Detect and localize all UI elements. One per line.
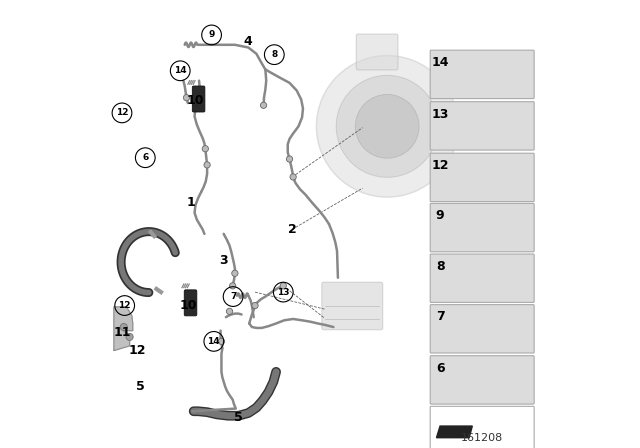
Circle shape: [336, 75, 438, 177]
Text: 12: 12: [116, 108, 128, 117]
Text: 14: 14: [431, 56, 449, 69]
Text: 13: 13: [277, 288, 289, 297]
Text: 5: 5: [234, 411, 243, 424]
Text: 10: 10: [180, 299, 197, 312]
Polygon shape: [436, 426, 472, 438]
Text: 4: 4: [243, 34, 252, 48]
Text: 1: 1: [187, 196, 195, 209]
Circle shape: [260, 102, 267, 108]
Circle shape: [232, 270, 238, 276]
Text: 7: 7: [436, 310, 444, 323]
FancyBboxPatch shape: [192, 86, 205, 112]
Text: 10: 10: [187, 94, 204, 108]
FancyBboxPatch shape: [356, 34, 398, 70]
Circle shape: [290, 174, 296, 180]
Circle shape: [227, 308, 233, 314]
Circle shape: [120, 323, 127, 331]
FancyBboxPatch shape: [430, 254, 534, 302]
Circle shape: [184, 95, 189, 101]
FancyBboxPatch shape: [430, 356, 534, 404]
Circle shape: [218, 338, 225, 345]
Text: 6: 6: [436, 362, 444, 375]
Text: 14: 14: [207, 337, 220, 346]
Circle shape: [204, 162, 210, 168]
Text: 6: 6: [142, 153, 148, 162]
Circle shape: [287, 156, 292, 162]
Polygon shape: [114, 307, 132, 350]
FancyBboxPatch shape: [322, 282, 383, 330]
FancyBboxPatch shape: [430, 305, 534, 353]
Text: 12: 12: [431, 159, 449, 172]
Text: 9: 9: [209, 30, 215, 39]
Text: 11: 11: [113, 326, 131, 339]
Circle shape: [126, 333, 133, 340]
Text: 161208: 161208: [461, 433, 503, 443]
FancyBboxPatch shape: [184, 290, 197, 316]
Circle shape: [202, 146, 209, 152]
Circle shape: [355, 95, 419, 158]
Text: 9: 9: [436, 209, 444, 222]
FancyBboxPatch shape: [430, 406, 534, 448]
FancyBboxPatch shape: [430, 203, 534, 252]
Text: 8: 8: [436, 260, 444, 273]
Text: 5: 5: [136, 379, 144, 393]
Text: 12: 12: [118, 301, 131, 310]
FancyBboxPatch shape: [430, 102, 534, 150]
Text: 14: 14: [174, 66, 186, 75]
FancyBboxPatch shape: [430, 153, 534, 202]
Circle shape: [230, 283, 236, 289]
Text: 8: 8: [271, 50, 277, 59]
Text: 3: 3: [219, 254, 228, 267]
Circle shape: [316, 56, 458, 197]
Circle shape: [252, 302, 258, 309]
Text: 7: 7: [230, 292, 236, 301]
FancyBboxPatch shape: [430, 50, 534, 99]
Text: 12: 12: [129, 344, 146, 357]
Text: 2: 2: [288, 223, 296, 236]
Circle shape: [280, 283, 287, 289]
Text: 13: 13: [431, 108, 449, 121]
